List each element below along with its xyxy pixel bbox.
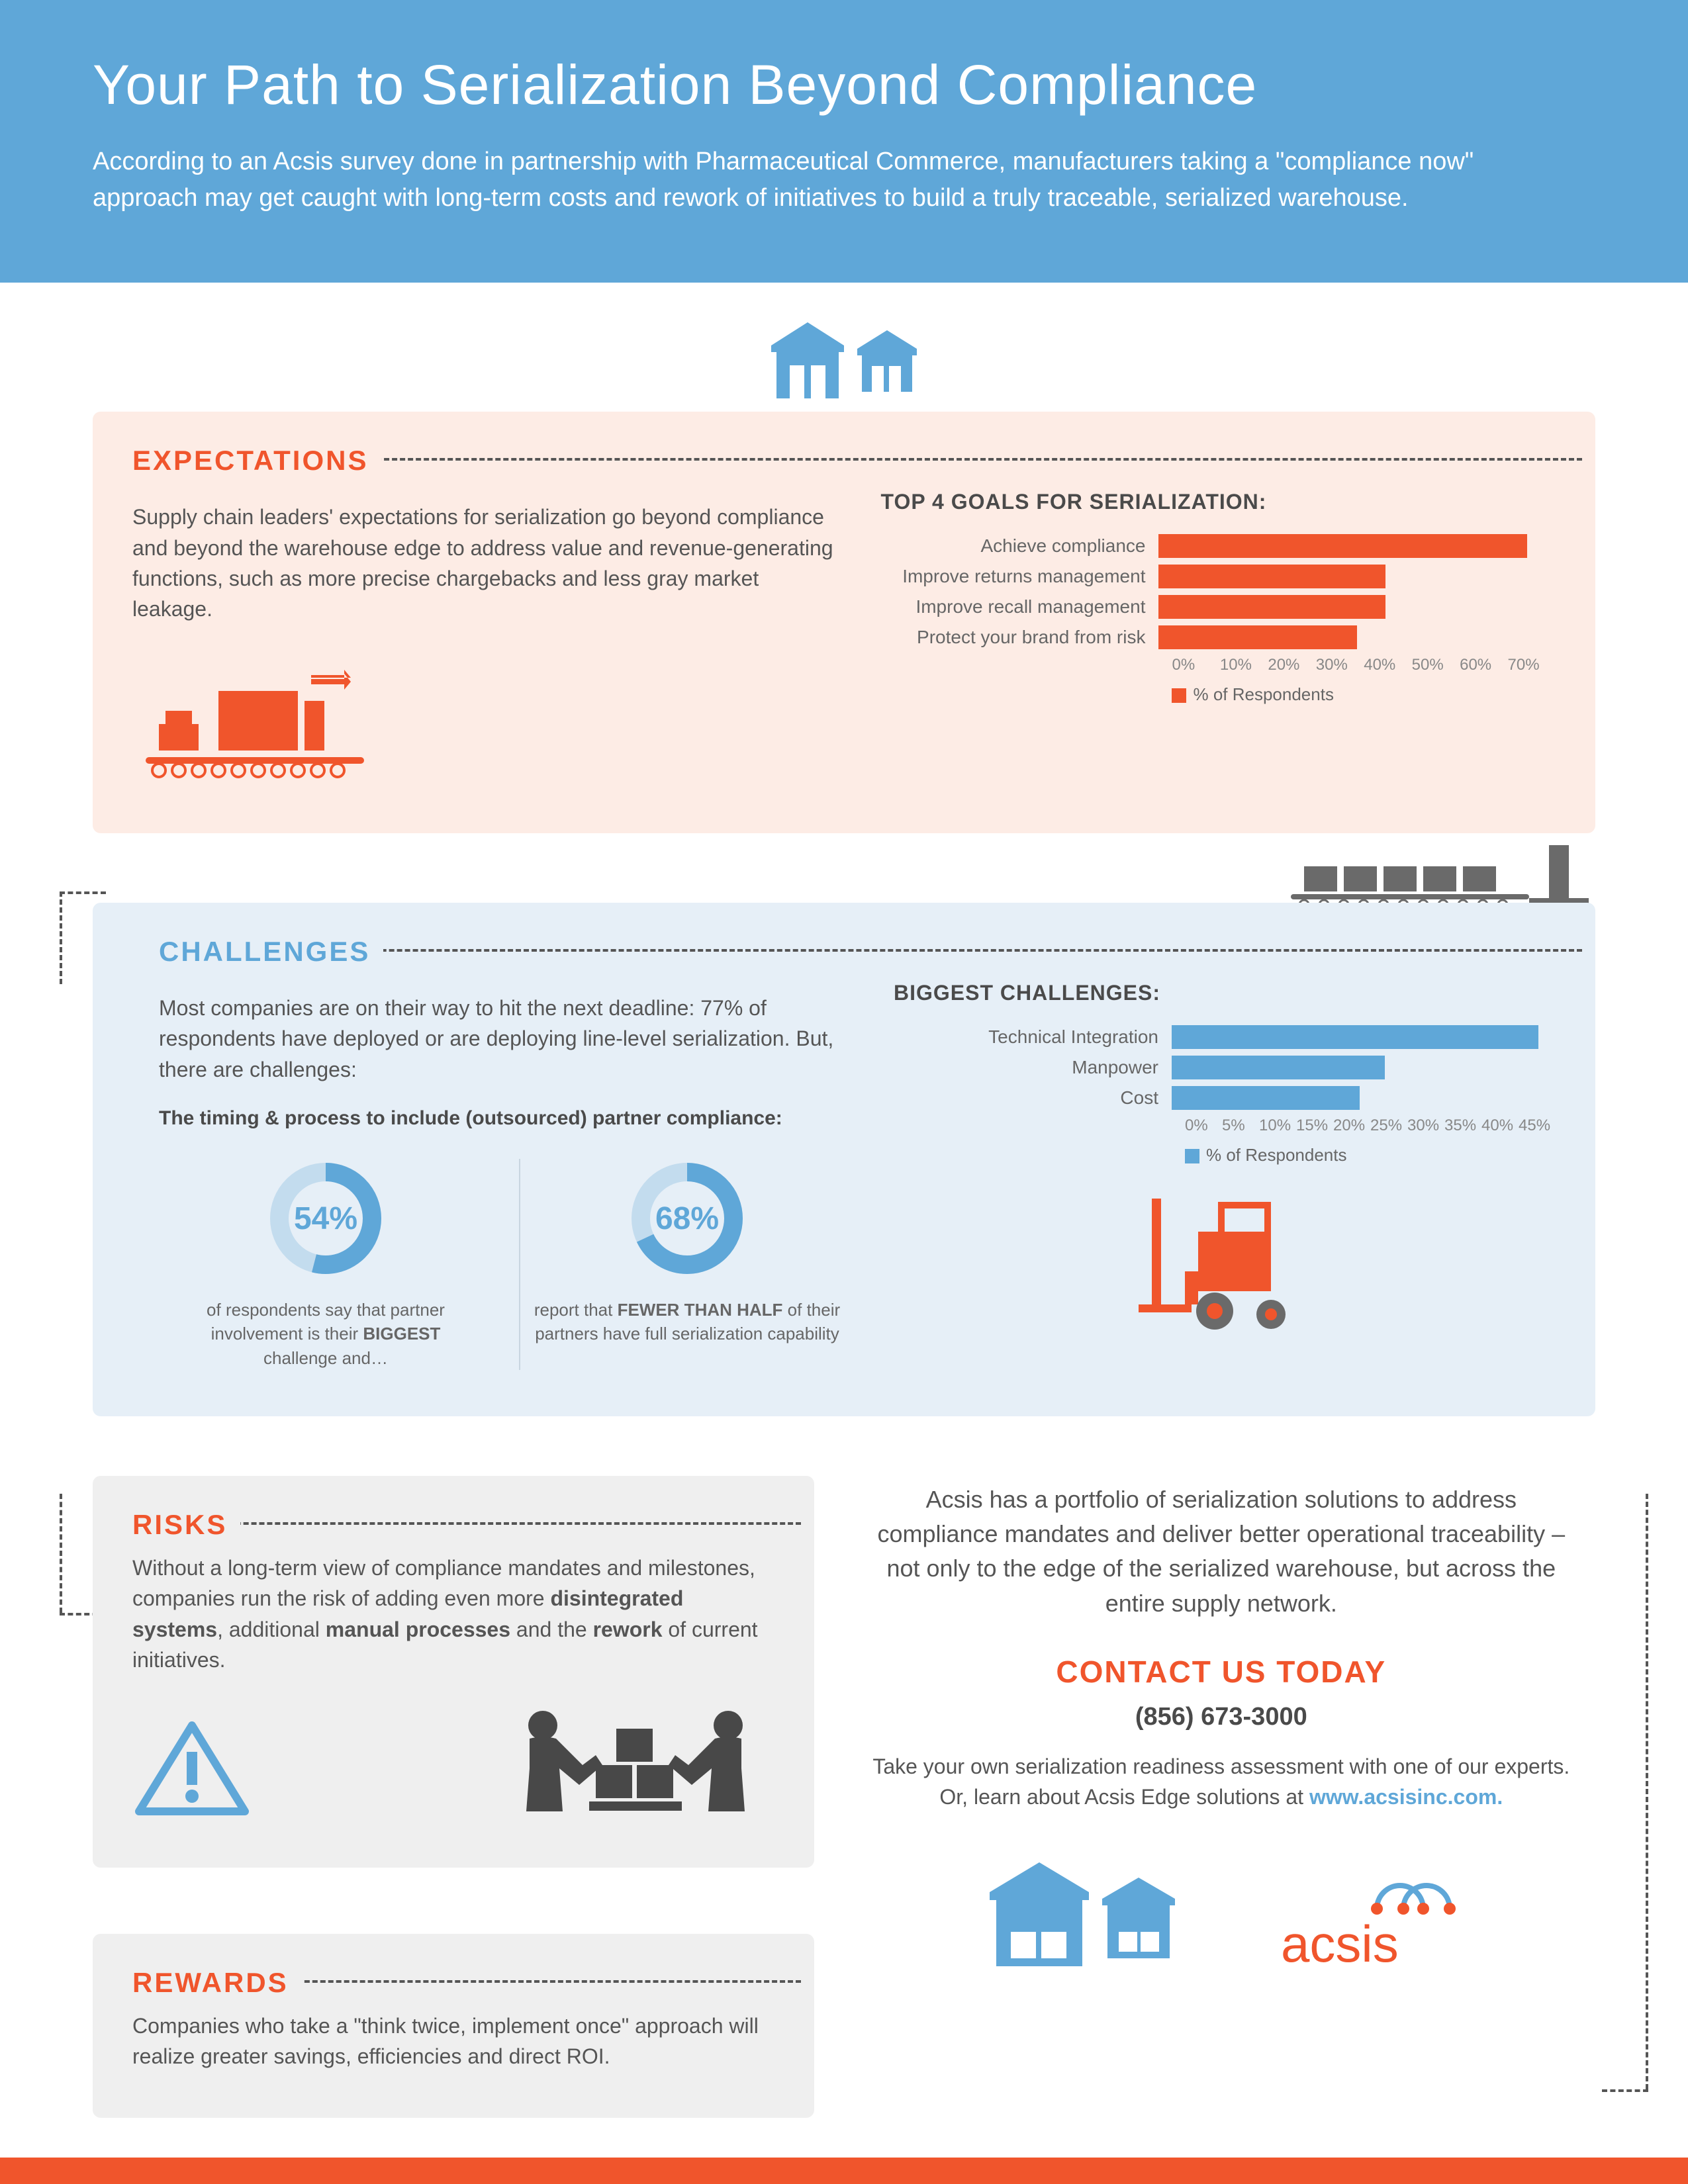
bar-row: Technical Integration xyxy=(894,1025,1556,1049)
bar-fill xyxy=(1172,1056,1385,1079)
bar-row: Improve returns management xyxy=(880,565,1556,588)
bar-fill xyxy=(1172,1086,1360,1110)
bar-label: Improve recall management xyxy=(880,596,1158,617)
challenges-sub-bold: The timing & process to include (outsour… xyxy=(159,1105,854,1132)
bar-fill xyxy=(1158,565,1385,588)
bar-row: Manpower xyxy=(894,1056,1556,1079)
challenges-section: CHALLENGES Most companies are on their w… xyxy=(93,903,1595,1416)
donut-caption: report that FEWER THAN HALF of their par… xyxy=(534,1298,841,1346)
bar-fill xyxy=(1158,625,1357,649)
bar-fill xyxy=(1158,595,1385,619)
warehouse-footer-icon xyxy=(970,1846,1208,1978)
bar-label: Technical Integration xyxy=(894,1026,1172,1048)
challenges-text-col: Most companies are on their way to hit t… xyxy=(159,981,854,1370)
expectations-text-col: Supply chain leaders' expectations for s… xyxy=(132,490,841,787)
bar-row: Improve recall management xyxy=(880,595,1556,619)
bar-label: Manpower xyxy=(894,1057,1172,1078)
acsis-logo: acsis xyxy=(1274,1876,1473,1978)
chart-legend: % of Respondents xyxy=(1185,1145,1556,1165)
cta-phone: (856) 673-3000 xyxy=(867,1703,1575,1731)
footer-bar xyxy=(0,2158,1688,2184)
donut-caption: of respondents say that partner involvem… xyxy=(172,1298,479,1370)
expectations-chart-title: TOP 4 GOALS FOR SERIALIZATION: xyxy=(880,490,1556,514)
bar-fill xyxy=(1158,534,1527,558)
donut-chart: 54% xyxy=(266,1159,385,1278)
challenges-chart-col: BIGGEST CHALLENGES: Technical Integratio… xyxy=(894,981,1556,1370)
cta-link[interactable]: www.acsisinc.com. xyxy=(1309,1785,1503,1809)
challenges-body: Most companies are on their way to hit t… xyxy=(159,993,854,1085)
donut-chart: 68% xyxy=(628,1159,747,1278)
bar-label: Protect your brand from risk xyxy=(880,627,1158,648)
cta-sub: Take your own serialization readiness as… xyxy=(867,1751,1575,1813)
bar-row: Protect your brand from risk xyxy=(880,625,1556,649)
workers-icon xyxy=(496,1702,774,1821)
bar-row: Achieve compliance xyxy=(880,534,1556,558)
bar-label: Cost xyxy=(894,1087,1172,1109)
risks-section: RISKS Without a long-term view of compli… xyxy=(93,1476,814,1868)
page-title: Your Path to Serialization Beyond Compli… xyxy=(93,53,1595,117)
rewards-section: REWARDS Companies who take a "think twic… xyxy=(93,1934,814,2118)
expectations-body: Supply chain leaders' expectations for s… xyxy=(132,502,841,625)
cta-body: Acsis has a portfolio of serialization s… xyxy=(867,1482,1575,1621)
risks-title: RISKS xyxy=(132,1509,240,1541)
donut-item: 68% report that FEWER THAN HALF of their… xyxy=(519,1159,854,1370)
challenges-title: CHALLENGES xyxy=(159,936,383,968)
page-subtitle: According to an Acsis survey done in par… xyxy=(93,144,1483,216)
bar-label: Improve returns management xyxy=(880,566,1158,587)
conveyor-icon xyxy=(132,664,841,787)
rewards-body: Companies who take a "think twice, imple… xyxy=(132,2011,774,2072)
expectations-title: EXPECTATIONS xyxy=(132,445,381,477)
bar-label: Achieve compliance xyxy=(880,535,1158,557)
warehouse-icons-top xyxy=(93,309,1595,412)
donut-item: 54% of respondents say that partner invo… xyxy=(159,1159,492,1370)
warning-icon xyxy=(132,1715,252,1821)
risks-body: Without a long-term view of compliance m… xyxy=(132,1553,774,1676)
svg-text:68%: 68% xyxy=(655,1201,719,1236)
forklift-icon xyxy=(894,1192,1556,1347)
cta-section: Acsis has a portfolio of serialization s… xyxy=(847,1456,1595,2005)
bottom-row: RISKS Without a long-term view of compli… xyxy=(93,1456,1595,2138)
header-band: Your Path to Serialization Beyond Compli… xyxy=(0,0,1688,283)
chart-legend: % of Respondents xyxy=(1172,684,1556,705)
svg-text:54%: 54% xyxy=(294,1201,357,1236)
bar-row: Cost xyxy=(894,1086,1556,1110)
expectations-section: EXPECTATIONS Supply chain leaders' expec… xyxy=(93,412,1595,833)
warehouse-icon xyxy=(745,309,943,408)
expectations-chart-col: TOP 4 GOALS FOR SERIALIZATION: Achieve c… xyxy=(880,490,1556,787)
challenges-chart-title: BIGGEST CHALLENGES: xyxy=(894,981,1556,1005)
svg-text:acsis: acsis xyxy=(1281,1915,1399,1973)
cta-heading: CONTACT US TODAY xyxy=(867,1654,1575,1690)
rewards-title: REWARDS xyxy=(132,1967,302,1999)
bar-fill xyxy=(1172,1025,1538,1049)
content-area: EXPECTATIONS Supply chain leaders' expec… xyxy=(0,309,1688,2138)
